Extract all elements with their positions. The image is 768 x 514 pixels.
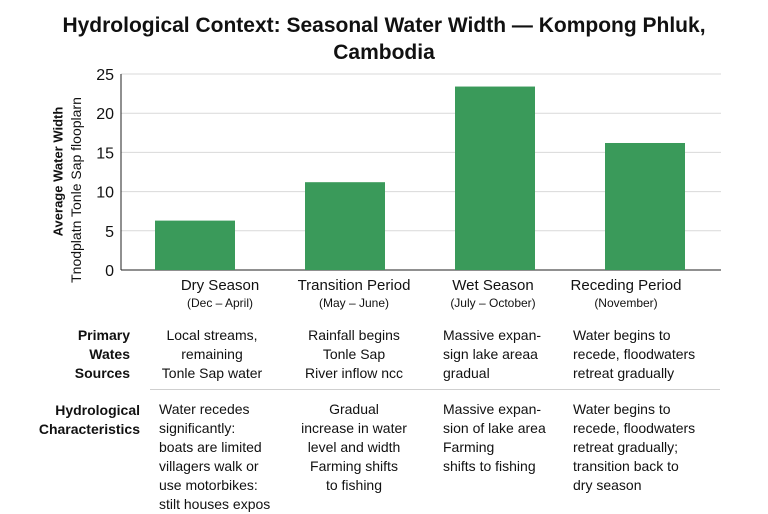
- category-label-transition: Transition Period (May – June): [284, 277, 424, 311]
- bar-3: [605, 142, 685, 270]
- sources-cell-dry: Local streams, remaining Tonle Sap water: [161, 327, 263, 381]
- bar-0: [155, 220, 235, 270]
- category-period: (July – October): [450, 296, 536, 310]
- row-heading-characteristics: Hydrological Characteristics: [38, 402, 140, 437]
- category-period: (November): [594, 296, 658, 310]
- bar-1: [305, 182, 385, 270]
- category-period: (May – June): [318, 296, 390, 310]
- category-label-receding: Receding Period (November): [556, 277, 696, 311]
- y-tick-label: 0: [105, 263, 114, 280]
- characteristics-cell-transition: Gradual increase in water level and widt…: [301, 401, 407, 493]
- y-tick-label: 15: [96, 145, 114, 162]
- category-name: Transition Period: [297, 277, 411, 294]
- row-heading-sources: Primary Wates Sources: [74, 327, 130, 381]
- y-tick-label: 10: [96, 185, 114, 202]
- y-tick-label: 25: [96, 67, 114, 84]
- characteristics-cell-wet: Massive expan- sion of lake area Farming…: [443, 401, 546, 474]
- characteristics-cell-receding: Water begins to recede, floodwaters retr…: [573, 401, 696, 493]
- sources-cell-receding: Water begins to recede, floodwaters retr…: [573, 327, 696, 381]
- category-name: Dry Season: [180, 277, 260, 294]
- characteristics-cell-dry: Water recedes significantly: boats are l…: [159, 401, 271, 512]
- category-name: Wet Season: [452, 277, 534, 294]
- category-label-wet: Wet Season (July – October): [423, 277, 563, 311]
- category-label-dry: Dry Season (Dec – April): [150, 277, 290, 311]
- sources-cell-transition: Rainfall begins Tonle Sap River inflow n…: [304, 327, 404, 381]
- category-name: Receding Period: [570, 277, 682, 294]
- category-period: (Dec – April): [186, 296, 254, 310]
- y-tick-label: 5: [105, 224, 114, 241]
- bar-2: [455, 86, 535, 270]
- table-divider: [150, 389, 720, 390]
- y-tick-label: 20: [96, 106, 114, 123]
- chart-title: Hydrological Context: Seasonal Water Wid…: [62, 14, 706, 64]
- sources-cell-wet: Massive expan- sign lake areaa gradual: [443, 327, 542, 381]
